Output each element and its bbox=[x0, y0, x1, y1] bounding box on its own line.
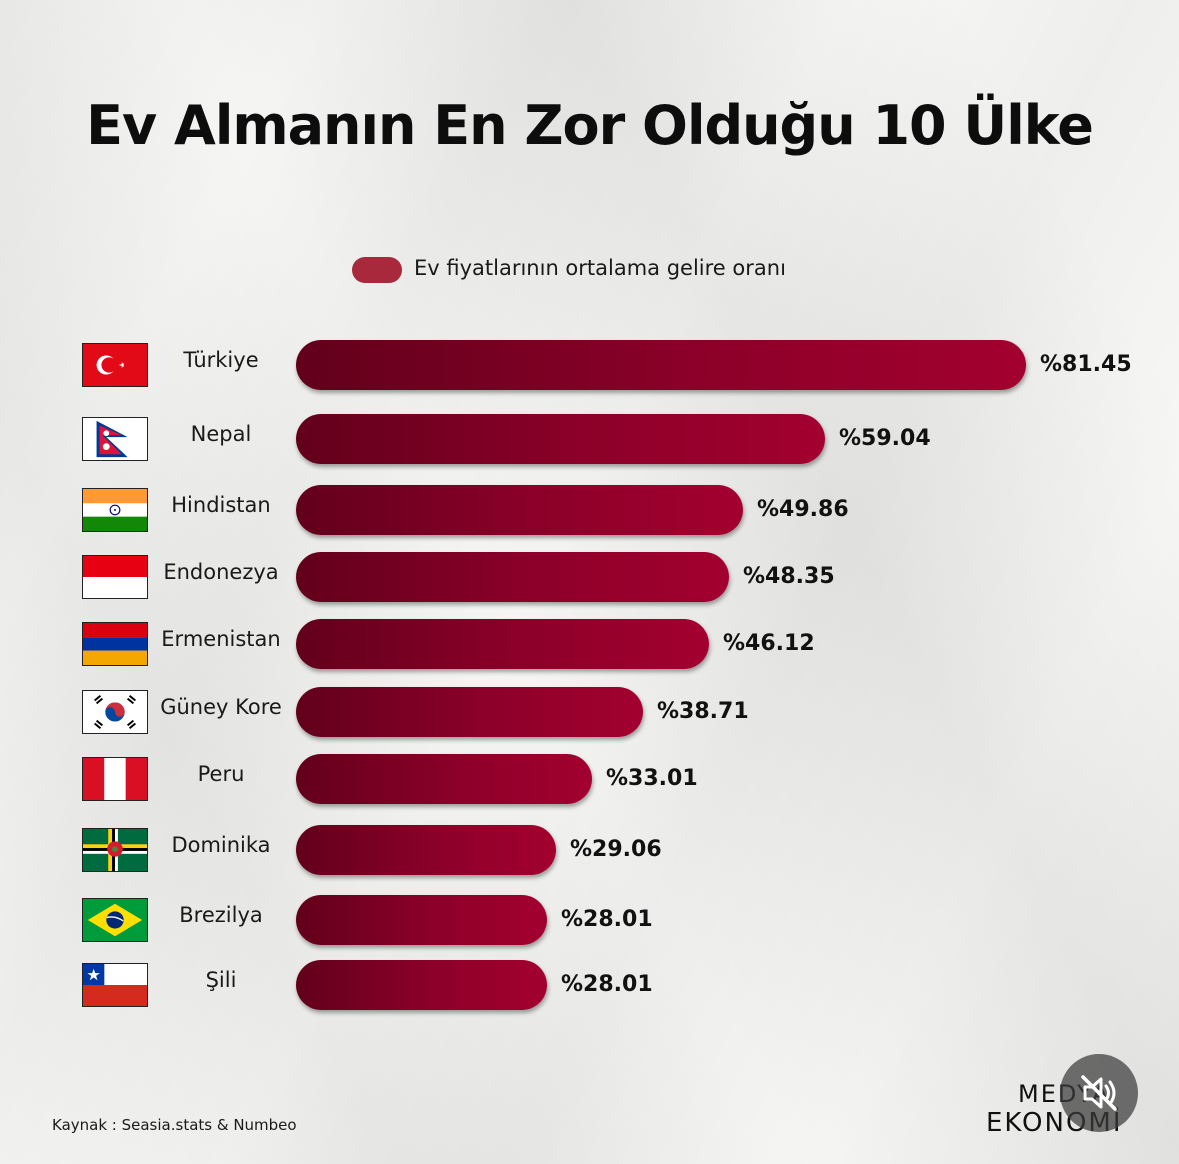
chart-row: Güney Kore %38.71 bbox=[0, 687, 1179, 739]
chart-title: Ev Almanın En Zor Olduğu 10 Ülke bbox=[86, 94, 1094, 157]
category-label: Nepal bbox=[190, 422, 252, 446]
category-label: Peru bbox=[197, 762, 245, 786]
chart-row: Dominika %29.06 bbox=[0, 825, 1179, 877]
chart-row: Türkiye %81.45 bbox=[0, 340, 1179, 392]
armenia-flag-icon bbox=[82, 622, 148, 666]
category-label: Güney Kore bbox=[160, 695, 282, 719]
chart-row: Endonezya %48.35 bbox=[0, 552, 1179, 604]
data-label: %59.04 bbox=[839, 426, 931, 451]
bar bbox=[296, 687, 643, 737]
nepal-flag-icon bbox=[82, 417, 148, 461]
bar bbox=[296, 552, 729, 602]
chart-row: Hindistan %49.86 bbox=[0, 485, 1179, 537]
data-label: %29.06 bbox=[570, 837, 662, 862]
south-korea-flag-icon bbox=[82, 690, 148, 734]
bar bbox=[296, 340, 1026, 390]
chart-row: Nepal %59.04 bbox=[0, 414, 1179, 466]
legend-swatch bbox=[352, 257, 402, 283]
data-label: %48.35 bbox=[743, 564, 835, 589]
category-label: Brezilya bbox=[179, 903, 263, 927]
bar bbox=[296, 619, 709, 669]
speaker-muted-icon bbox=[1081, 1075, 1117, 1111]
data-label: %33.01 bbox=[606, 766, 698, 791]
peru-flag-icon bbox=[82, 757, 148, 801]
source-note: Kaynak : Seasia.stats & Numbeo bbox=[52, 1116, 297, 1134]
turkey-flag-icon bbox=[82, 343, 148, 387]
data-label: %38.71 bbox=[657, 699, 749, 724]
bar bbox=[296, 825, 556, 875]
chart-row: Brezilya %28.01 bbox=[0, 895, 1179, 947]
data-label: %81.45 bbox=[1040, 352, 1132, 377]
brazil-flag-icon bbox=[82, 898, 148, 942]
bar bbox=[296, 754, 592, 804]
dominica-flag-icon bbox=[82, 828, 148, 872]
category-label: Şili bbox=[205, 968, 237, 992]
data-label: %28.01 bbox=[561, 972, 653, 997]
bar bbox=[296, 485, 743, 535]
legend-label: Ev fiyatlarının ortalama gelire oranı bbox=[414, 256, 786, 280]
category-label: Dominika bbox=[171, 833, 271, 857]
data-label: %49.86 bbox=[757, 497, 849, 522]
category-label: Türkiye bbox=[183, 348, 259, 372]
chart-row: Şili %28.01 bbox=[0, 960, 1179, 1012]
india-flag-icon bbox=[82, 488, 148, 532]
chart-row: Peru %33.01 bbox=[0, 754, 1179, 806]
bar bbox=[296, 895, 547, 945]
mute-button[interactable] bbox=[1060, 1054, 1138, 1132]
category-label: Hindistan bbox=[171, 493, 271, 517]
bar bbox=[296, 960, 547, 1010]
category-label: Endonezya bbox=[163, 560, 279, 584]
indonesia-flag-icon bbox=[82, 555, 148, 599]
data-label: %28.01 bbox=[561, 907, 653, 932]
data-label: %46.12 bbox=[723, 631, 815, 656]
category-label: Ermenistan bbox=[161, 627, 281, 651]
chart-row: Ermenistan %46.12 bbox=[0, 619, 1179, 671]
bar bbox=[296, 414, 825, 464]
chile-flag-icon bbox=[82, 963, 148, 1007]
